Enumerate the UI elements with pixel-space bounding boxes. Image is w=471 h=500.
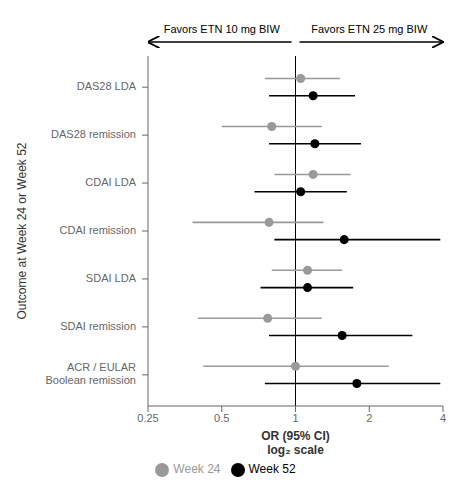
svg-text:CDAI remission: CDAI remission	[60, 224, 136, 236]
svg-text:DAS28 LDA: DAS28 LDA	[77, 80, 137, 92]
svg-text:Favors ETN 10 mg BIW: Favors ETN 10 mg BIW	[164, 23, 281, 35]
svg-text:SDAI LDA: SDAI LDA	[86, 272, 137, 284]
svg-text:Favors ETN 25 mg BIW: Favors ETN 25 mg BIW	[311, 23, 428, 35]
svg-text:1: 1	[292, 412, 298, 424]
svg-text:CDAI LDA: CDAI LDA	[85, 176, 136, 188]
html-text:Week 52: Week 52	[248, 462, 296, 476]
svg-text:SDAI remission: SDAI remission	[60, 320, 136, 332]
svg-text:OR (95% CI)log₂ scale: OR (95% CI)log₂ scale	[261, 429, 330, 457]
html-text:Week 24: Week 24	[173, 462, 221, 476]
svg-text:0.5: 0.5	[214, 412, 229, 424]
svg-text:2: 2	[366, 412, 372, 424]
svg-text:ACR / EULARBoolean remission: ACR / EULARBoolean remission	[46, 361, 137, 386]
svg-text:4: 4	[440, 412, 446, 424]
svg-text:DAS28 remission: DAS28 remission	[51, 128, 136, 140]
svg-text:0.25: 0.25	[137, 412, 158, 424]
svg-text:Outcome at Week 24 or Week 52: Outcome at Week 24 or Week 52	[15, 142, 29, 319]
